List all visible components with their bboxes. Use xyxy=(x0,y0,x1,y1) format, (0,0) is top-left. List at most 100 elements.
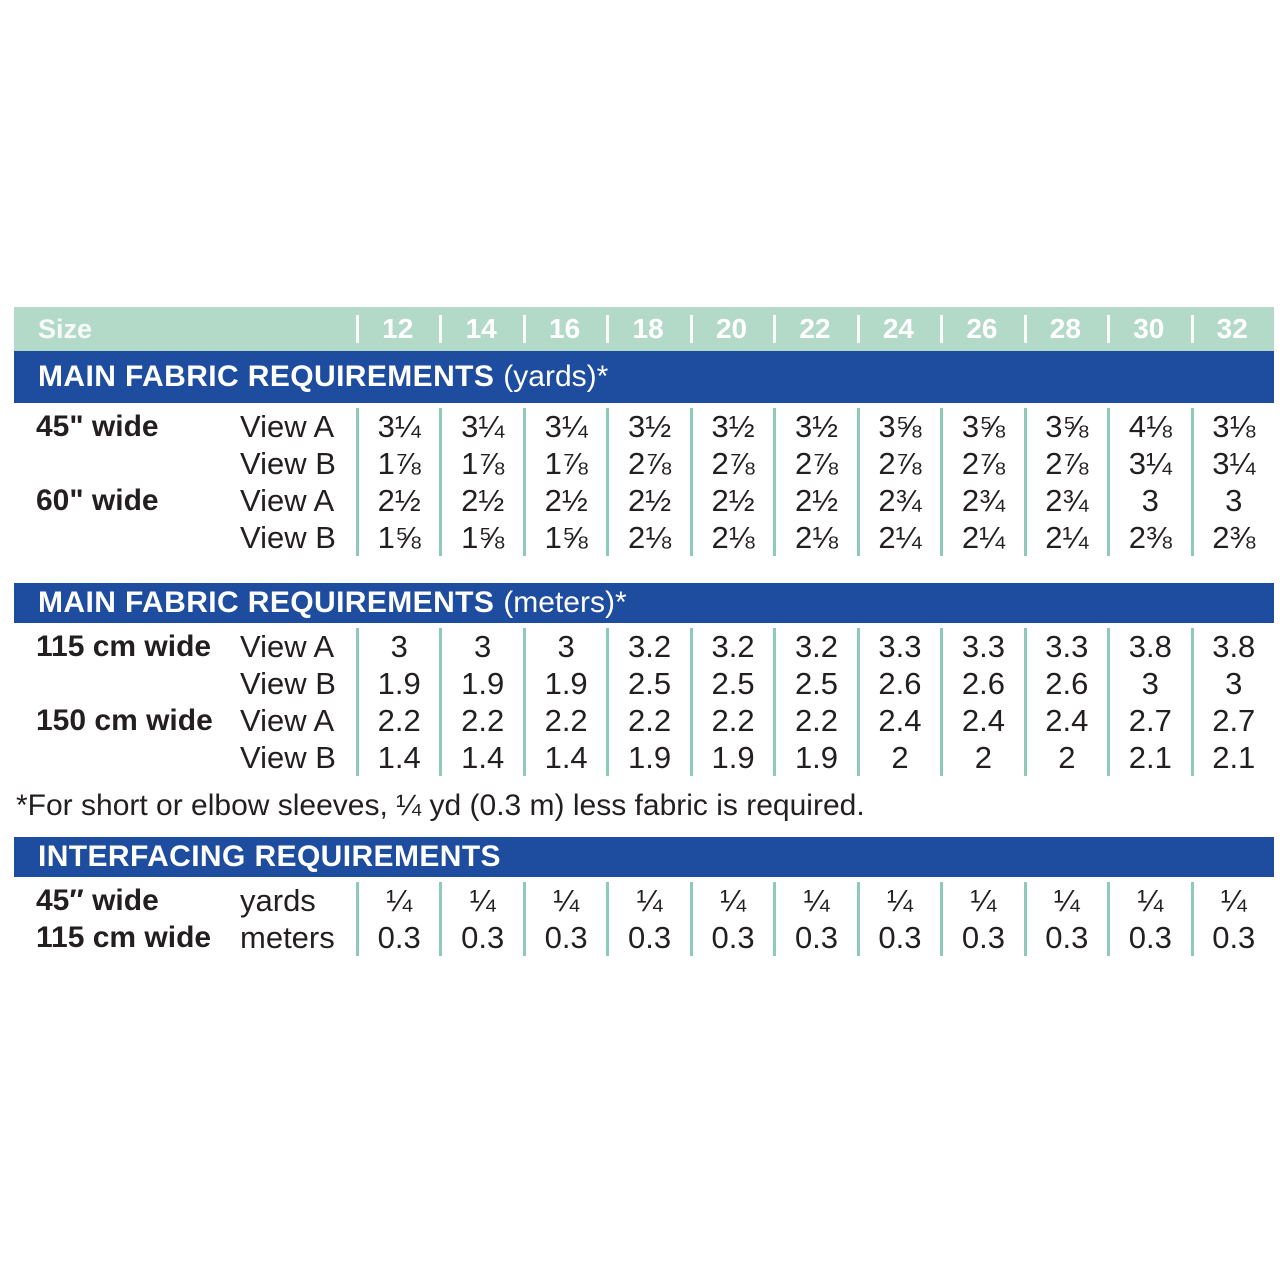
value-cell: 3.2 xyxy=(773,628,856,665)
value-cell: 2½ xyxy=(606,482,689,519)
value-cell: 0.3 xyxy=(439,919,522,956)
row-view-label: View A xyxy=(240,629,335,664)
size-column-header: 26 xyxy=(940,307,1023,351)
section-subtitle: (meters)* xyxy=(503,586,627,619)
value-cell: ¼ xyxy=(689,882,773,919)
value-cell: ¼ xyxy=(856,882,940,919)
value-cell: 1⅞ xyxy=(356,445,439,482)
table-row: 45" wide View A 3¼ 3¼ 3¼ 3½ 3½ 3½ 3⅝ 3⅝ 3⅝ 4⅛ 3⅛ xyxy=(14,408,1274,445)
value-cell: 1.4 xyxy=(439,739,522,776)
value-cell: ¼ xyxy=(940,882,1023,919)
value-cell: 1⅝ xyxy=(356,519,439,556)
row-view-label: View A xyxy=(240,483,335,518)
value-cell: 2.6 xyxy=(856,665,940,702)
value-cell: 0.3 xyxy=(1023,919,1107,956)
value-cell: ¼ xyxy=(606,882,689,919)
value-cell: 2½ xyxy=(689,482,773,519)
value-cell: 2.6 xyxy=(1023,665,1107,702)
value-cell: 2⅞ xyxy=(856,445,940,482)
value-cell: 2¼ xyxy=(940,519,1023,556)
value-cell: 2⅜ xyxy=(1190,519,1274,556)
value-cell: 3 xyxy=(1190,482,1274,519)
value-cell: 2½ xyxy=(439,482,522,519)
value-cell: 3¼ xyxy=(1107,445,1190,482)
value-cell: 0.3 xyxy=(856,919,940,956)
meters-table: 115 cm wide View A 3 3 3 3.2 3.2 3.2 3.3 3.3 3.3… xyxy=(14,623,1274,776)
value-cell: 2½ xyxy=(773,482,856,519)
value-cell: 2 xyxy=(1023,739,1107,776)
value-cell: 3.8 xyxy=(1107,628,1190,665)
value-cell: 1.9 xyxy=(606,739,689,776)
fabric-requirements-sheet: Size 12 14 16 18 20 22 24 26 28 30 32 MAIN FABRIC … xyxy=(14,307,1274,956)
value-cell: 2.2 xyxy=(522,702,606,739)
size-column-header: 20 xyxy=(689,307,773,351)
value-cell: 2.7 xyxy=(1107,702,1190,739)
value-cell: 2⅞ xyxy=(773,445,856,482)
value-cell: 1⅝ xyxy=(439,519,522,556)
value-cell: 2¼ xyxy=(856,519,940,556)
value-cell: 1⅝ xyxy=(522,519,606,556)
value-cell: 2⅞ xyxy=(940,445,1023,482)
value-cell: 3.3 xyxy=(856,628,940,665)
value-cell: 2⅞ xyxy=(1023,445,1107,482)
size-column-header: 32 xyxy=(1190,307,1274,351)
table-row: 60" wide View A 2½ 2½ 2½ 2½ 2½ 2½ 2¾ 2¾ 2¾ 3 3 xyxy=(14,482,1274,519)
value-cell: 3⅝ xyxy=(1023,408,1107,445)
row-group-label: 60" wide xyxy=(36,484,159,517)
value-cell: 2⅞ xyxy=(606,445,689,482)
value-cell: 2.7 xyxy=(1190,702,1274,739)
section-title: MAIN FABRIC REQUIREMENTS xyxy=(38,586,495,619)
value-cell: 1.9 xyxy=(522,665,606,702)
value-cell: 2⅜ xyxy=(1107,519,1190,556)
value-cell: 3.8 xyxy=(1190,628,1274,665)
value-cell: 3.2 xyxy=(689,628,773,665)
value-cell: 3 xyxy=(522,628,606,665)
value-cell: 1.9 xyxy=(689,739,773,776)
table-row: View B 1.4 1.4 1.4 1.9 1.9 1.9 2 2 2 2.1 2.1 xyxy=(14,739,1274,776)
value-cell: 3¼ xyxy=(356,408,439,445)
value-cell: 3⅛ xyxy=(1190,408,1274,445)
value-cell: 0.3 xyxy=(940,919,1023,956)
value-cell: 3 xyxy=(1107,482,1190,519)
value-cell: 3.3 xyxy=(940,628,1023,665)
row-group-label: 45″ wide xyxy=(36,884,159,917)
value-cell: 2⅛ xyxy=(689,519,773,556)
value-cell: 3 xyxy=(1190,665,1274,702)
size-column-header: 28 xyxy=(1023,307,1107,351)
footnote: *For short or elbow sleeves, ¼ yd (0.3 m… xyxy=(16,789,865,822)
value-cell: 2¼ xyxy=(1023,519,1107,556)
value-cell: 0.3 xyxy=(606,919,689,956)
value-cell: 0.3 xyxy=(522,919,606,956)
size-column-header: 12 xyxy=(356,307,439,351)
row-view-label: View A xyxy=(240,409,335,444)
value-cell: ¼ xyxy=(1190,882,1274,919)
value-cell: 3 xyxy=(439,628,522,665)
value-cell: 1.9 xyxy=(439,665,522,702)
value-cell: 0.3 xyxy=(773,919,856,956)
size-column-header: 16 xyxy=(522,307,606,351)
table-row: 150 cm wide View A 2.2 2.2 2.2 2.2 2.2 2.2 2.4… xyxy=(14,702,1274,739)
section-subtitle: (yards)* xyxy=(503,360,609,393)
value-cell: 3¼ xyxy=(522,408,606,445)
value-cell: 2¾ xyxy=(940,482,1023,519)
value-cell: ¼ xyxy=(439,882,522,919)
value-cell: 2⅛ xyxy=(773,519,856,556)
value-cell: 2⅞ xyxy=(689,445,773,482)
value-cell: 2.2 xyxy=(439,702,522,739)
section-title: INTERFACING REQUIREMENTS xyxy=(38,840,501,873)
table-row: 115 cm wide meters 0.3 0.3 0.3 0.3 0.3 0.3 0.3… xyxy=(14,919,1274,956)
size-header-label: Size xyxy=(38,313,93,344)
value-cell: 4⅛ xyxy=(1107,408,1190,445)
value-cell: 3 xyxy=(1107,665,1190,702)
value-cell: 2.5 xyxy=(606,665,689,702)
value-cell: 2.5 xyxy=(773,665,856,702)
value-cell: 2¾ xyxy=(856,482,940,519)
size-column-header: 24 xyxy=(856,307,940,351)
value-cell: 2.2 xyxy=(773,702,856,739)
section-header-interfacing: INTERFACING REQUIREMENTS xyxy=(14,837,1274,877)
value-cell: 2.2 xyxy=(606,702,689,739)
row-view-label: meters xyxy=(240,920,335,955)
value-cell: ¼ xyxy=(773,882,856,919)
